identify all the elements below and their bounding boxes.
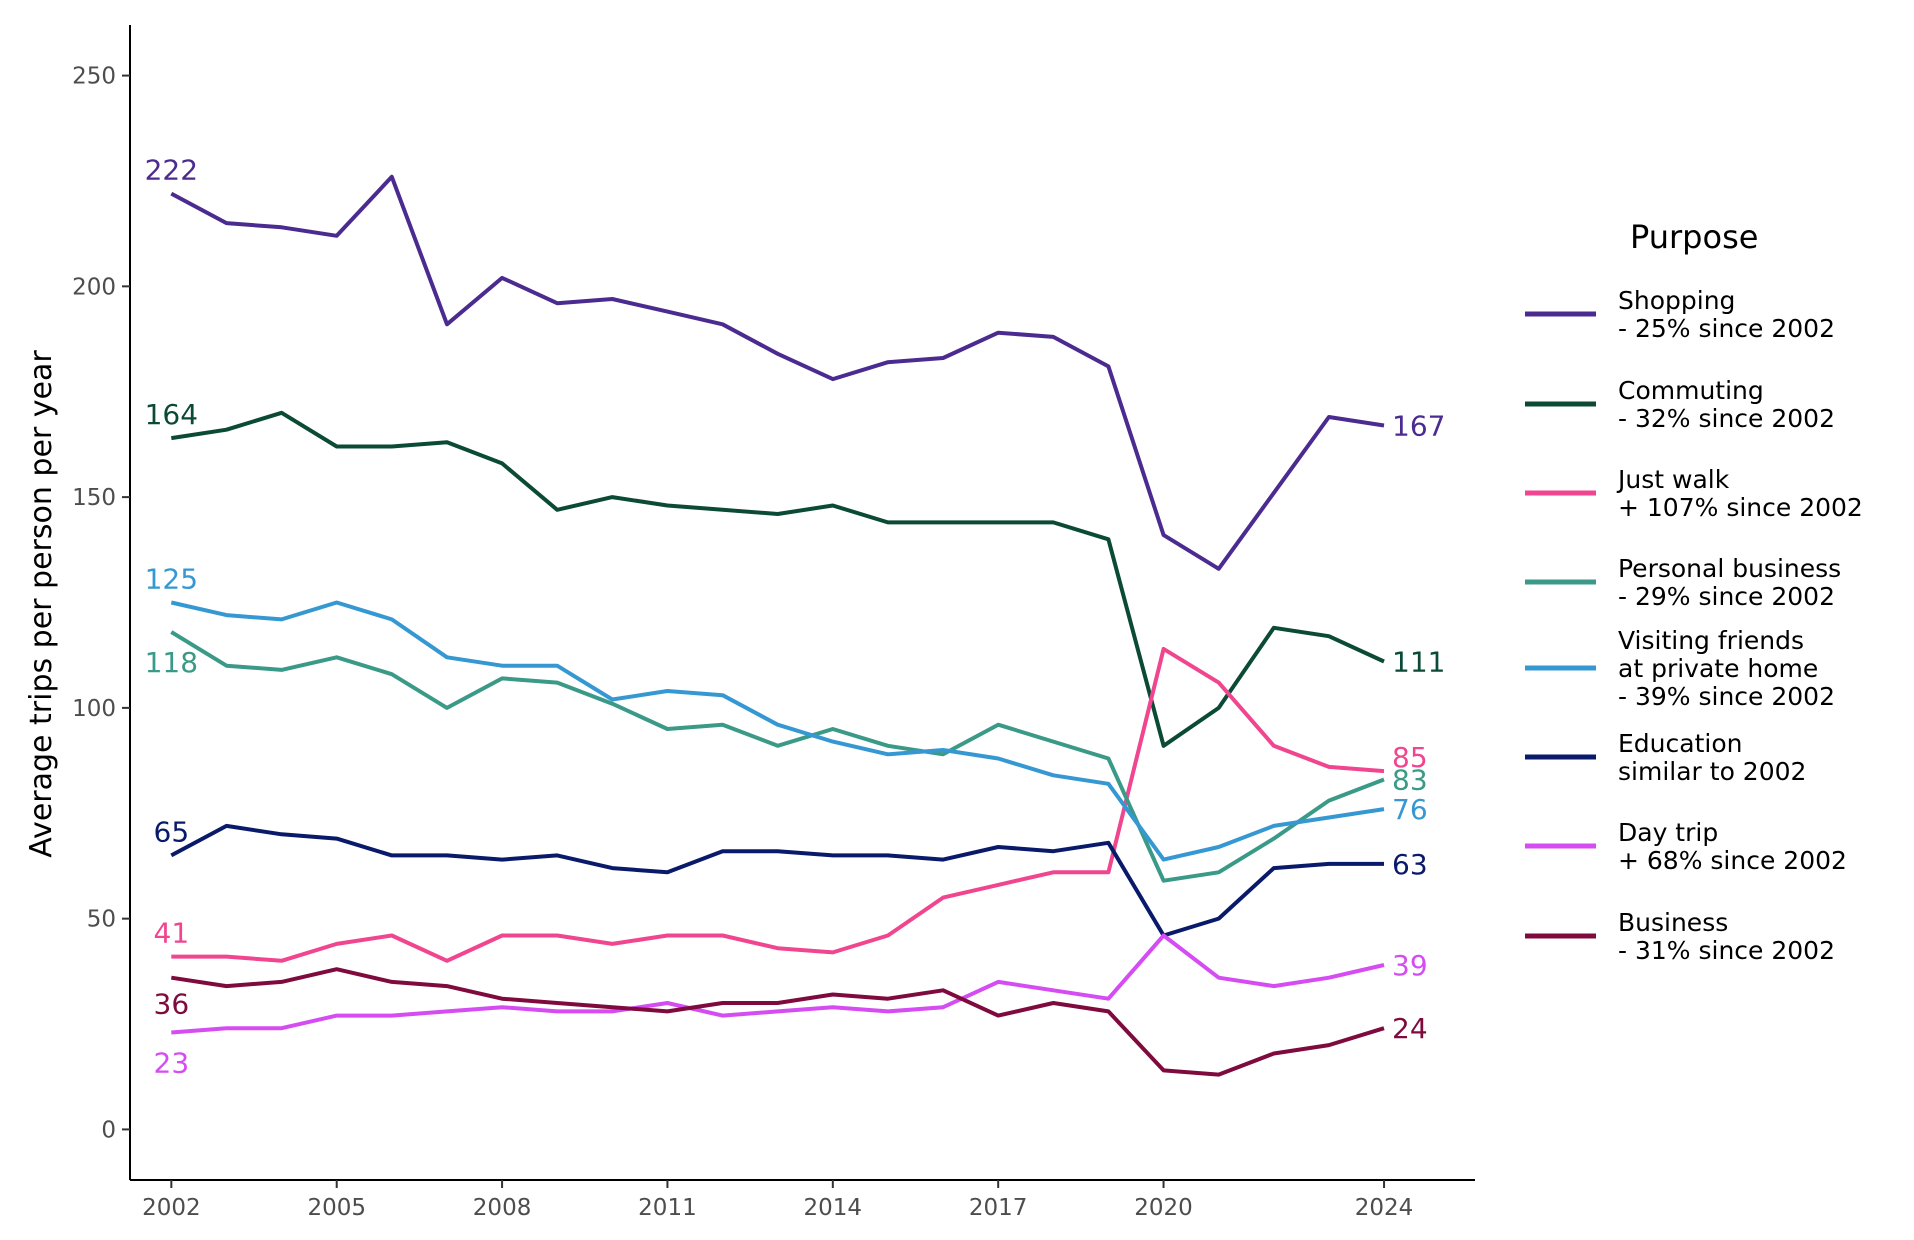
start-value-label: 41 — [154, 917, 190, 950]
end-value-label: 24 — [1392, 1012, 1428, 1045]
end-value-label: 63 — [1392, 848, 1428, 881]
y-axis-title: Average trips per person per year — [24, 350, 59, 858]
legend-item: Personal business- 29% since 2002 — [1525, 554, 1841, 611]
start-value-label: 125 — [145, 563, 198, 596]
x-tick-label: 2024 — [1355, 1195, 1414, 1221]
series-line-personal-business — [170, 630, 1385, 883]
legend-label: at private home — [1618, 654, 1818, 683]
legend-label: + 107% since 2002 — [1618, 493, 1863, 522]
start-value-label: 118 — [145, 646, 198, 679]
start-value-label: 65 — [154, 815, 190, 848]
y-axis-ticks: 0 50 100 150 200 250 — [72, 64, 130, 1143]
start-value-label: 164 — [145, 398, 198, 431]
series-line-commuting — [170, 410, 1385, 748]
x-tick-label: 2008 — [473, 1195, 532, 1221]
legend-label: + 68% since 2002 — [1618, 846, 1847, 875]
legend-label: Shopping — [1618, 286, 1735, 315]
series-line-education — [170, 823, 1384, 938]
legend-item: Just walk+ 107% since 2002 — [1525, 465, 1863, 522]
series-labels: 222 167 164 111 41 85 118 83 125 76 65 63 23 39 36 24 — [145, 154, 1446, 1080]
end-value-label: 76 — [1392, 793, 1428, 826]
legend-label: Personal business — [1618, 554, 1841, 583]
start-value-label: 222 — [145, 154, 198, 187]
legend-item: Day trip+ 68% since 2002 — [1525, 818, 1847, 875]
y-tick-label: 250 — [72, 64, 116, 90]
legend-item: Shopping- 25% since 2002 — [1525, 286, 1835, 343]
legend-label: - 31% since 2002 — [1618, 936, 1835, 965]
legend-label: - 32% since 2002 — [1618, 404, 1835, 433]
end-value-label: 167 — [1392, 409, 1445, 442]
series-line-visiting-friends-at-private-home — [170, 600, 1385, 862]
x-tick-label: 2014 — [804, 1195, 863, 1221]
legend-label: Education — [1618, 729, 1742, 758]
legend-label: Business — [1618, 908, 1728, 937]
series-line-business — [170, 967, 1385, 1077]
legend-label: Visiting friends — [1618, 626, 1804, 655]
axes: 2002 2005 2008 2011 2014 2017 2020 2024 0 50 100 1… — [24, 25, 1475, 1221]
end-value-label: 111 — [1392, 646, 1445, 679]
x-tick-label: 2020 — [1134, 1195, 1193, 1221]
plot-area — [170, 174, 1385, 1077]
end-value-label: 83 — [1392, 764, 1428, 797]
legend-item: Business- 31% since 2002 — [1525, 908, 1835, 965]
y-tick-label: 100 — [72, 696, 116, 722]
y-tick-label: 200 — [72, 274, 116, 300]
legend-items: Shopping- 25% since 2002 Commuting- 32% s… — [1525, 286, 1863, 965]
x-tick-label: 2002 — [142, 1195, 201, 1221]
legend-title: Purpose — [1630, 218, 1758, 256]
legend-label: Day trip — [1618, 818, 1718, 847]
series-line-shopping — [170, 174, 1385, 571]
legend-label: - 39% since 2002 — [1618, 682, 1835, 711]
y-tick-label: 150 — [72, 485, 116, 511]
x-tick-label: 2017 — [969, 1195, 1028, 1221]
y-tick-label: 50 — [87, 907, 116, 933]
legend-label: Commuting — [1618, 376, 1764, 405]
end-value-label: 39 — [1392, 949, 1428, 982]
legend-label: - 25% since 2002 — [1618, 314, 1835, 343]
legend-label: - 29% since 2002 — [1618, 582, 1835, 611]
legend-label: Just walk — [1616, 465, 1730, 494]
start-value-label: 36 — [154, 988, 190, 1021]
x-axis-ticks: 2002 2005 2008 2011 2014 2017 2020 2024 — [142, 1180, 1413, 1221]
legend-label: similar to 2002 — [1618, 757, 1806, 786]
start-value-label: 23 — [154, 1046, 190, 1079]
series-line-day-trip — [171, 933, 1385, 1035]
x-tick-label: 2005 — [307, 1195, 366, 1221]
x-tick-label: 2011 — [638, 1195, 697, 1221]
y-tick-label: 0 — [101, 1117, 116, 1143]
end-value-label: 85 — [1392, 741, 1428, 774]
legend: Purpose Shopping- 25% since 2002 Commutin… — [1525, 218, 1863, 965]
series-line-just-walk — [171, 646, 1385, 963]
legend-item: Commuting- 32% since 2002 — [1525, 376, 1835, 433]
